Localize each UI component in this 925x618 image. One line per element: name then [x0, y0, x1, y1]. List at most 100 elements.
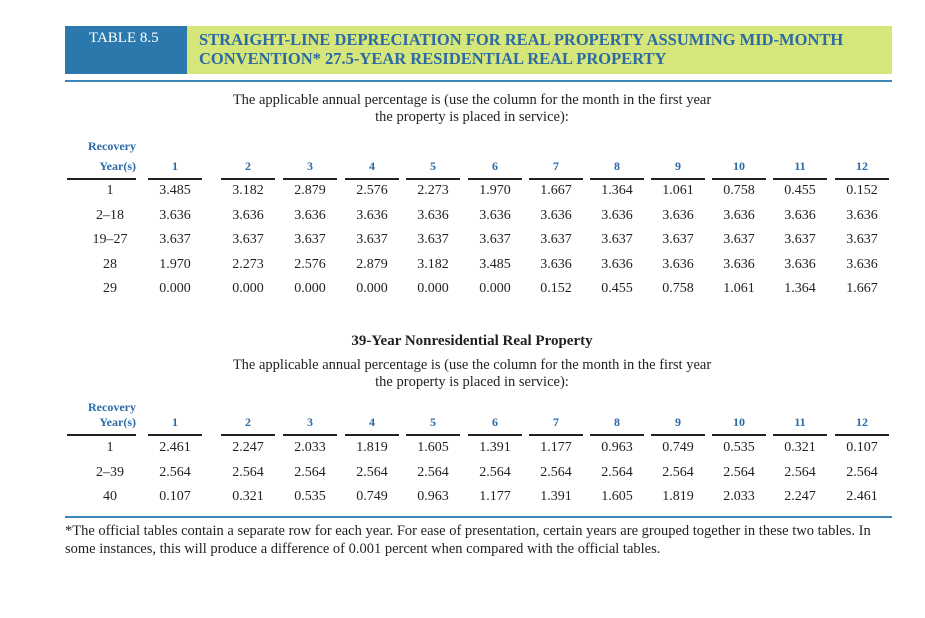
percentage-cell: 3.636 — [662, 207, 694, 223]
recovery-year-label: 2–18 — [96, 207, 124, 223]
percentage-cell: 3.485 — [479, 256, 511, 272]
month-header-underline — [651, 178, 705, 180]
month-header: 2 — [245, 415, 251, 429]
recovery-year-label: 40 — [103, 489, 117, 504]
footnote: *The official tables contain a separate … — [65, 523, 871, 557]
percentage-cell: 2.564 — [846, 464, 878, 480]
percentage-cell: 0.000 — [159, 281, 191, 296]
percentage-cell: 0.152 — [540, 281, 572, 296]
percentage-cell: 1.667 — [846, 281, 878, 296]
month-header-underline — [283, 178, 337, 180]
month-header: 2 — [245, 159, 251, 173]
percentage-cell: 3.636 — [356, 207, 388, 223]
percentage-cell: 3.637 — [417, 232, 449, 247]
percentage-cell: 3.637 — [723, 232, 755, 247]
percentage-cell: 2.564 — [356, 464, 388, 480]
month-header: 12 — [856, 159, 868, 173]
percentage-cell: 1.970 — [479, 183, 511, 198]
percentage-cell: 3.636 — [601, 207, 633, 223]
month-header-underline — [835, 434, 889, 436]
recovery-header-line1: Recovery — [88, 139, 136, 153]
month-header-underline — [148, 178, 202, 180]
month-header: 8 — [614, 159, 620, 173]
percentage-cell: 2.879 — [294, 183, 326, 198]
month-header-underline — [468, 178, 522, 180]
percentage-cell: 1.667 — [540, 183, 572, 198]
percentage-cell: 3.637 — [601, 232, 633, 247]
month-header-underline — [835, 178, 889, 180]
month-header: 11 — [794, 159, 806, 173]
recovery-header-underline — [67, 178, 136, 180]
percentage-cell: 2.247 — [784, 489, 816, 504]
percentage-cell: 1.605 — [417, 440, 449, 455]
percentage-cell: 3.636 — [479, 207, 511, 223]
percentage-cell: 0.749 — [662, 440, 694, 455]
percentage-cell: 2.564 — [479, 464, 511, 480]
table-title: STRAIGHT-LINE DEPRECIATION FOR REAL PROP… — [199, 30, 844, 68]
month-header: 9 — [675, 415, 681, 429]
percentage-cell: 1.391 — [540, 489, 572, 504]
month-header-underline — [221, 178, 275, 180]
month-header: 7 — [553, 415, 559, 429]
recovery-year-label: 28 — [103, 256, 117, 272]
percentage-cell: 2.564 — [417, 464, 449, 480]
month-header-underline — [221, 434, 275, 436]
percentage-cell: 3.636 — [846, 207, 878, 223]
month-header-underline — [345, 178, 399, 180]
percentage-cell: 1.061 — [662, 183, 694, 198]
month-header-underline — [712, 178, 766, 180]
percentage-cell: 0.000 — [356, 281, 388, 296]
month-header-underline — [529, 434, 583, 436]
percentage-cell: 2.576 — [356, 183, 388, 198]
percentage-cell: 0.535 — [294, 489, 326, 504]
percentage-cell: 1.061 — [723, 281, 755, 296]
percentage-cell: 1.177 — [479, 489, 511, 504]
percentage-cell: 1.605 — [601, 489, 633, 504]
month-header: 4 — [369, 159, 375, 173]
percentage-cell: 1.819 — [662, 489, 694, 504]
month-header-underline — [406, 178, 460, 180]
percentage-cell: 3.636 — [846, 256, 878, 272]
month-header: 10 — [733, 159, 745, 173]
percentage-cell: 2.564 — [601, 464, 633, 480]
month-header-underline — [773, 434, 827, 436]
percentage-cell: 3.636 — [294, 207, 326, 223]
percentage-cell: 0.107 — [846, 440, 878, 455]
recovery-year-label: 1 — [106, 183, 114, 198]
percentage-cell: 2.564 — [662, 464, 694, 480]
percentage-cell: 0.321 — [784, 440, 816, 455]
percentage-cell: 0.963 — [601, 440, 633, 455]
table-label-tag: TABLE 8.5 — [65, 26, 187, 74]
percentage-cell: 1.364 — [601, 183, 633, 198]
percentage-cell: 3.485 — [159, 183, 191, 198]
month-header: 10 — [733, 415, 745, 429]
percentage-cell: 0.455 — [601, 281, 633, 296]
percentage-cell: 0.749 — [356, 489, 388, 504]
top-rule — [65, 80, 892, 82]
percentage-cell: 2.273 — [232, 256, 264, 272]
percentage-cell: 2.461 — [846, 489, 878, 504]
percentage-cell: 3.636 — [159, 207, 191, 223]
percentage-cell: 0.455 — [784, 183, 816, 198]
percentage-cell: 2.461 — [159, 440, 191, 455]
month-header: 3 — [307, 415, 313, 429]
percentage-cell: 3.636 — [232, 207, 264, 223]
percentage-cell: 2.564 — [159, 464, 191, 480]
month-header: 1 — [172, 159, 178, 173]
month-header-underline — [468, 434, 522, 436]
percentage-cell: 2.564 — [723, 464, 755, 480]
percentage-cell: 1.177 — [540, 440, 572, 455]
percentage-cell: 3.637 — [479, 232, 511, 247]
percentage-cell: 2.576 — [294, 256, 326, 272]
percentage-cell: 0.107 — [159, 489, 191, 504]
percentage-cell: 3.636 — [417, 207, 449, 223]
percentage-cell: 0.152 — [846, 183, 878, 198]
recovery-year-label: 19–27 — [92, 232, 128, 247]
percentage-cell: 3.636 — [723, 256, 755, 272]
month-header: 5 — [430, 415, 436, 429]
percentage-cell: 3.637 — [540, 232, 572, 247]
month-header: 4 — [369, 415, 375, 429]
percentage-cell: 0.758 — [662, 281, 694, 296]
month-header: 11 — [794, 415, 806, 429]
percentage-cell: 0.000 — [232, 281, 264, 296]
